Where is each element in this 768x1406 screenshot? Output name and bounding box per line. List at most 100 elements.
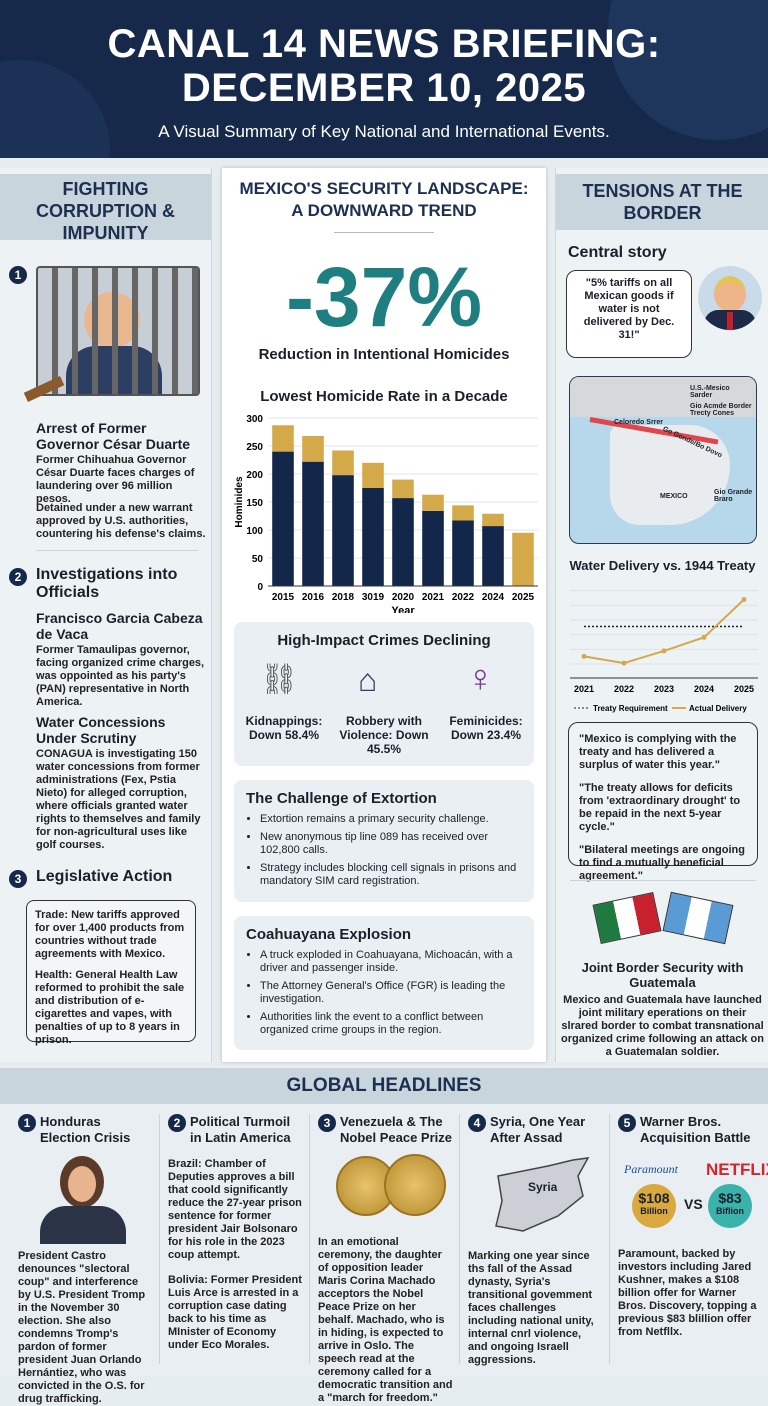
feminicides-stat: Feminicides: Down 23.4% xyxy=(449,714,523,742)
y-tick-label: 150 xyxy=(246,498,263,509)
bar-segment xyxy=(332,450,354,476)
number-badge: 3 xyxy=(318,1114,336,1132)
quote-bubble: "5% tariffs on all Mexican goods if wate… xyxy=(566,270,692,358)
bullet: Strategy includes blocking cell signals … xyxy=(260,862,522,888)
number-badge: 1 xyxy=(9,266,27,284)
border-column: TENSIONS AT THE BORDER Central story "5%… xyxy=(555,168,768,1062)
prison-illustration xyxy=(36,266,200,396)
story-text: Former Tamaulipas governor, facing organ… xyxy=(36,644,205,708)
legislative-box: Trade: New tariffs approved for over 1,4… xyxy=(26,900,196,1046)
bar-segment xyxy=(392,479,414,499)
bar-segment xyxy=(272,425,294,452)
bar-segment xyxy=(272,451,294,586)
number-badge: 3 xyxy=(9,870,27,888)
syria-map: Syria xyxy=(468,1152,603,1244)
section-title: TENSIONS AT THE BORDER xyxy=(556,174,768,230)
central-story-label: Central story xyxy=(568,244,667,261)
nobel-medals xyxy=(318,1150,453,1230)
story-text: CONAGUA is investigating 150 water conce… xyxy=(36,748,201,851)
trade-text: Trade: New tariffs approved for over 1,4… xyxy=(35,909,185,960)
subtitle: A Visual Summary of Key National and Int… xyxy=(158,122,610,141)
section-heading: Investigations into Officials xyxy=(36,566,178,601)
number-badge: 4 xyxy=(468,1114,486,1132)
homicide-bar-chart: 0 50 100 150 200 250 300 2015 2016 2018 3019 2020 20… xyxy=(234,414,538,613)
paramount-offer: $108 Billion xyxy=(632,1184,676,1228)
guatemala-flag xyxy=(662,891,734,945)
x-tick-label: 2020 xyxy=(392,592,415,603)
bar-segment xyxy=(332,475,354,586)
bar-segment xyxy=(422,494,444,511)
bullet: A truck exploded in Coahuayana, Michoacá… xyxy=(260,949,522,975)
headline-text: In an emotional ceremony, the daughter o… xyxy=(318,1236,453,1404)
map-label: Celoredo Srrer xyxy=(614,419,664,426)
number-badge: 2 xyxy=(168,1114,186,1132)
bar-segment xyxy=(452,520,474,586)
story-heading: Water Concessions Under Scrutiny xyxy=(36,714,166,746)
section-title: GLOBAL HEADLINES xyxy=(0,1068,768,1104)
water-line-chart: 2021 2022 2023 2024 2025 Treaty Requirement Ac… xyxy=(570,590,758,713)
headline-text: Paramount, backed by investors including… xyxy=(618,1248,757,1338)
x-tick-label: 2021 xyxy=(422,592,445,603)
bullet: Extortion remains a primary security cha… xyxy=(260,813,522,826)
story-heading: Francisco Garcia Cabeza de Vaca xyxy=(36,610,203,642)
headline-title: Political Turmoil in Latin America xyxy=(190,1114,291,1145)
headline-title: Honduras Election Crisis xyxy=(40,1114,131,1145)
female-symbol-icon: ♀ xyxy=(466,658,495,700)
map-legend: Gio Acmde Border Trecty Cones xyxy=(690,403,752,417)
bar-segment xyxy=(482,513,504,527)
y-axis-label: Hominides xyxy=(234,476,245,528)
netflix-logo: NETFLIX xyxy=(706,1160,768,1179)
x-tick-label: 2022 xyxy=(614,684,634,694)
bar-segment xyxy=(512,532,534,586)
map-legend: U.S.-Mesico Sarder xyxy=(690,385,730,399)
story-text: Former Chihuahua Governor César Duarte f… xyxy=(36,454,195,505)
x-tick-label: 2022 xyxy=(452,592,475,603)
x-axis-label: Year xyxy=(391,605,415,613)
y-tick-label: 100 xyxy=(246,526,263,537)
bar-segment xyxy=(362,488,384,586)
broken-chain-icon: ⛓ xyxy=(260,663,299,696)
y-tick-label: 50 xyxy=(252,554,264,565)
x-tick-label: 2015 xyxy=(272,592,295,603)
netflix-offer: $83 Biflion xyxy=(708,1184,752,1228)
crimes-box: High-Impact Crimes Declining ⛓ ⌂ ♀ Kidna… xyxy=(234,622,534,766)
bullet: Authorities link the event to a conflict… xyxy=(260,1011,522,1037)
headline-title: Syria, One Year After Assad xyxy=(490,1114,586,1145)
number-badge: 5 xyxy=(618,1114,636,1132)
y-tick-label: 0 xyxy=(257,582,263,593)
response-quote: "Bilateral meetings are ongoing to find … xyxy=(579,844,745,882)
x-tick-label: 3019 xyxy=(362,592,385,603)
bullet: The Attorney General's Office (FGR) is l… xyxy=(260,980,522,1006)
border-map: U.S.-Mesico Sarder Gio Acmde Border Trec… xyxy=(569,376,757,544)
x-tick-label: 2018 xyxy=(332,592,355,603)
data-point xyxy=(701,634,707,640)
story-heading: Joint Border Security with Guatemala xyxy=(581,960,744,990)
bar-segment xyxy=(302,435,324,462)
legend-label: Actual Delivery xyxy=(689,704,747,713)
story-text: Mexico and Guatemala have launched joint… xyxy=(561,994,764,1058)
y-tick-label: 250 xyxy=(246,442,263,453)
security-column: MEXICO'S SECURITY LANDSCAPE: A DOWNWARD … xyxy=(222,168,546,1062)
bar-segment xyxy=(482,526,504,586)
headline-text: Bolivia: Former President Luis Arce is a… xyxy=(168,1274,302,1351)
health-text: Health: General Health Law reformed to p… xyxy=(35,969,185,1046)
homicide-reduction-stat: -37% xyxy=(285,250,483,344)
headline-latam: 2 Political Turmoil in Latin America Braz… xyxy=(160,1114,310,1364)
chart-title: Water Delivery vs. 1944 Treaty xyxy=(569,558,756,573)
headline-text: President Castro denounces "slectoral co… xyxy=(18,1250,146,1405)
y-tick-label: 200 xyxy=(246,470,263,481)
legend-label: Treaty Requirement xyxy=(593,704,668,713)
number-badge: 2 xyxy=(9,568,27,586)
robbery-stat: Robbery with Violence: Down 45.5% xyxy=(339,714,429,756)
trump-portrait xyxy=(698,266,762,330)
headline-text: Brazil: Chamber of Deputies approves a b… xyxy=(168,1158,302,1261)
bar-segment xyxy=(422,510,444,586)
explosion-title: Coahuayana Explosion xyxy=(246,926,412,943)
section-title: FIGHTING CORRUPTION & IMPUNITY xyxy=(0,174,211,243)
headline-title: Warner Bros. Acquisition Battle xyxy=(640,1114,751,1145)
house-robbery-icon: ⌂ xyxy=(358,662,378,698)
data-point xyxy=(741,596,747,602)
response-quote: "Mexico is complying with the treaty and… xyxy=(579,733,737,771)
stat-label: Reduction in Intentional Homicides xyxy=(258,346,510,363)
story-heading: Arrest of Former Governor César Duarte xyxy=(36,420,191,452)
